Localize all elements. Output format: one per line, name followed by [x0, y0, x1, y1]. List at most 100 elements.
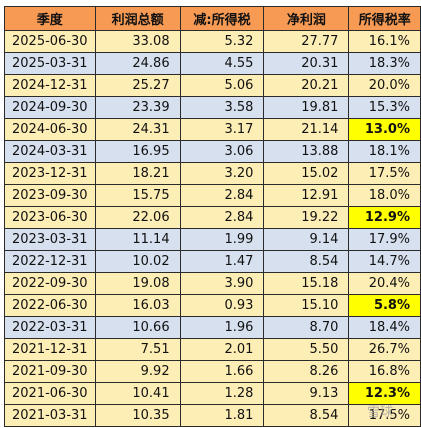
quarter-cell: 2024-03-31: [4, 140, 96, 163]
tax-rate-cell: 18.3%: [348, 52, 421, 75]
quarter-cell: 2022-12-31: [4, 250, 96, 273]
header-total-profit: 利润总额: [94, 6, 181, 31]
tax-cell: 1.66: [179, 360, 265, 383]
tax-cell: 2.84: [179, 206, 265, 229]
table-body: 2025-06-30 33.08 5.32 27.77 16.1% 2025-03-31 2…: [4, 30, 421, 427]
profit-cell: 11.14: [94, 228, 181, 251]
net-profit-cell: 5.50: [263, 338, 350, 361]
net-profit-cell: 27.77: [263, 30, 350, 53]
profit-cell: 23.39: [94, 96, 181, 119]
quarter-cell: 2022-03-31: [4, 316, 96, 339]
net-profit-cell: 8.70: [263, 316, 350, 339]
table-row: 2025-03-31 24.86 4.55 20.31 18.3%: [4, 52, 421, 75]
tax-rate-cell: 12.3%: [348, 382, 421, 405]
profit-cell: 7.51: [94, 338, 181, 361]
net-profit-cell: 12.91: [263, 184, 350, 207]
table-row: 2024-09-30 23.39 3.58 19.81 15.3%: [4, 96, 421, 119]
table-row: 2023-03-31 11.14 1.99 9.14 17.9%: [4, 228, 421, 251]
net-profit-cell: 8.54: [263, 250, 350, 273]
header-quarter: 季度: [4, 6, 96, 31]
quarter-cell: 2022-09-30: [4, 272, 96, 295]
profit-cell: 33.08: [94, 30, 181, 53]
tax-cell: 1.28: [179, 382, 265, 405]
table-row: 2024-06-30 24.31 3.17 21.14 13.0%: [4, 118, 421, 141]
tax-rate-cell: 17.9%: [348, 228, 421, 251]
profit-cell: 24.31: [94, 118, 181, 141]
tax-rate-cell: 14.7%: [348, 250, 421, 273]
table-row: 2022-09-30 19.08 3.90 15.18 20.4%: [4, 272, 421, 295]
profit-cell: 10.35: [94, 404, 181, 427]
tax-cell: 2.84: [179, 184, 265, 207]
tax-cell: 3.06: [179, 140, 265, 163]
profit-cell: 22.06: [94, 206, 181, 229]
tax-rate-cell: 26.7%: [348, 338, 421, 361]
quarter-cell: 2021-06-30: [4, 382, 96, 405]
tax-rate-cell: 18.0%: [348, 184, 421, 207]
quarter-cell: 2023-03-31: [4, 228, 96, 251]
quarter-cell: 2023-09-30: [4, 184, 96, 207]
table-row: 2024-12-31 25.27 5.06 20.21 20.0%: [4, 74, 421, 97]
tax-rate-cell: 12.9%: [348, 206, 421, 229]
quarter-cell: 2021-12-31: [4, 338, 96, 361]
tax-cell: 1.99: [179, 228, 265, 251]
tax-rate-cell: 20.0%: [348, 74, 421, 97]
profit-cell: 10.41: [94, 382, 181, 405]
net-profit-cell: 19.81: [263, 96, 350, 119]
tax-cell: 3.17: [179, 118, 265, 141]
tax-cell: 1.47: [179, 250, 265, 273]
profit-cell: 18.21: [94, 162, 181, 185]
profit-cell: 10.66: [94, 316, 181, 339]
tax-rate-cell: 17.5%: [348, 162, 421, 185]
quarter-cell: 2023-12-31: [4, 162, 96, 185]
profit-cell: 10.02: [94, 250, 181, 273]
profit-cell: 25.27: [94, 74, 181, 97]
quarter-cell: 2021-03-31: [4, 404, 96, 427]
tax-cell: 0.93: [179, 294, 265, 317]
tax-cell: 3.20: [179, 162, 265, 185]
quarter-cell: 2024-06-30: [4, 118, 96, 141]
quarter-cell: 2022-06-30: [4, 294, 96, 317]
tax-cell: 3.58: [179, 96, 265, 119]
quarter-cell: 2025-06-30: [4, 30, 96, 53]
net-profit-cell: 13.88: [263, 140, 350, 163]
tax-cell: 1.96: [179, 316, 265, 339]
table-row: 2021-06-30 10.41 1.28 9.13 12.3%: [4, 382, 421, 405]
quarter-cell: 2024-12-31: [4, 74, 96, 97]
table-header-row: 季度 利润总额 减:所得税 净利润 所得税率: [4, 6, 421, 31]
net-profit-cell: 15.02: [263, 162, 350, 185]
table-row: 2023-09-30 15.75 2.84 12.91 18.0%: [4, 184, 421, 207]
header-income-tax: 减:所得税: [179, 6, 265, 31]
net-profit-cell: 8.26: [263, 360, 350, 383]
tax-rate-cell: 17.5%: [348, 404, 421, 427]
net-profit-cell: 20.21: [263, 74, 350, 97]
table-row: 2021-03-31 10.35 1.81 8.54 17.5%: [4, 404, 421, 427]
profit-cell: 19.08: [94, 272, 181, 295]
table-row: 2022-03-31 10.66 1.96 8.70 18.4%: [4, 316, 421, 339]
tax-cell: 5.32: [179, 30, 265, 53]
table-row: 2021-12-31 7.51 2.01 5.50 26.7%: [4, 338, 421, 361]
tax-cell: 4.55: [179, 52, 265, 75]
quarter-cell: 2021-09-30: [4, 360, 96, 383]
profit-cell: 15.75: [94, 184, 181, 207]
table-row: 2022-06-30 16.03 0.93 15.10 5.8%: [4, 294, 421, 317]
tax-rate-cell: 18.4%: [348, 316, 421, 339]
net-profit-cell: 21.14: [263, 118, 350, 141]
table-row: 2023-06-30 22.06 2.84 19.22 12.9%: [4, 206, 421, 229]
tax-cell: 1.81: [179, 404, 265, 427]
net-profit-cell: 20.31: [263, 52, 350, 75]
table-row: 2023-12-31 18.21 3.20 15.02 17.5%: [4, 162, 421, 185]
net-profit-cell: 8.54: [263, 404, 350, 427]
tax-rate-cell: 20.4%: [348, 272, 421, 295]
header-net-profit: 净利润: [263, 6, 350, 31]
profit-cell: 16.95: [94, 140, 181, 163]
tax-rate-cell: 16.8%: [348, 360, 421, 383]
tax-rate-cell: 18.1%: [348, 140, 421, 163]
profit-cell: 9.92: [94, 360, 181, 383]
net-profit-cell: 9.14: [263, 228, 350, 251]
table-row: 2022-12-31 10.02 1.47 8.54 14.7%: [4, 250, 421, 273]
net-profit-cell: 15.10: [263, 294, 350, 317]
quarter-cell: 2024-09-30: [4, 96, 96, 119]
tax-cell: 5.06: [179, 74, 265, 97]
quarterly-tax-table: 季度 利润总额 减:所得税 净利润 所得税率 2025-06-30 33.08 5.…: [4, 6, 421, 427]
